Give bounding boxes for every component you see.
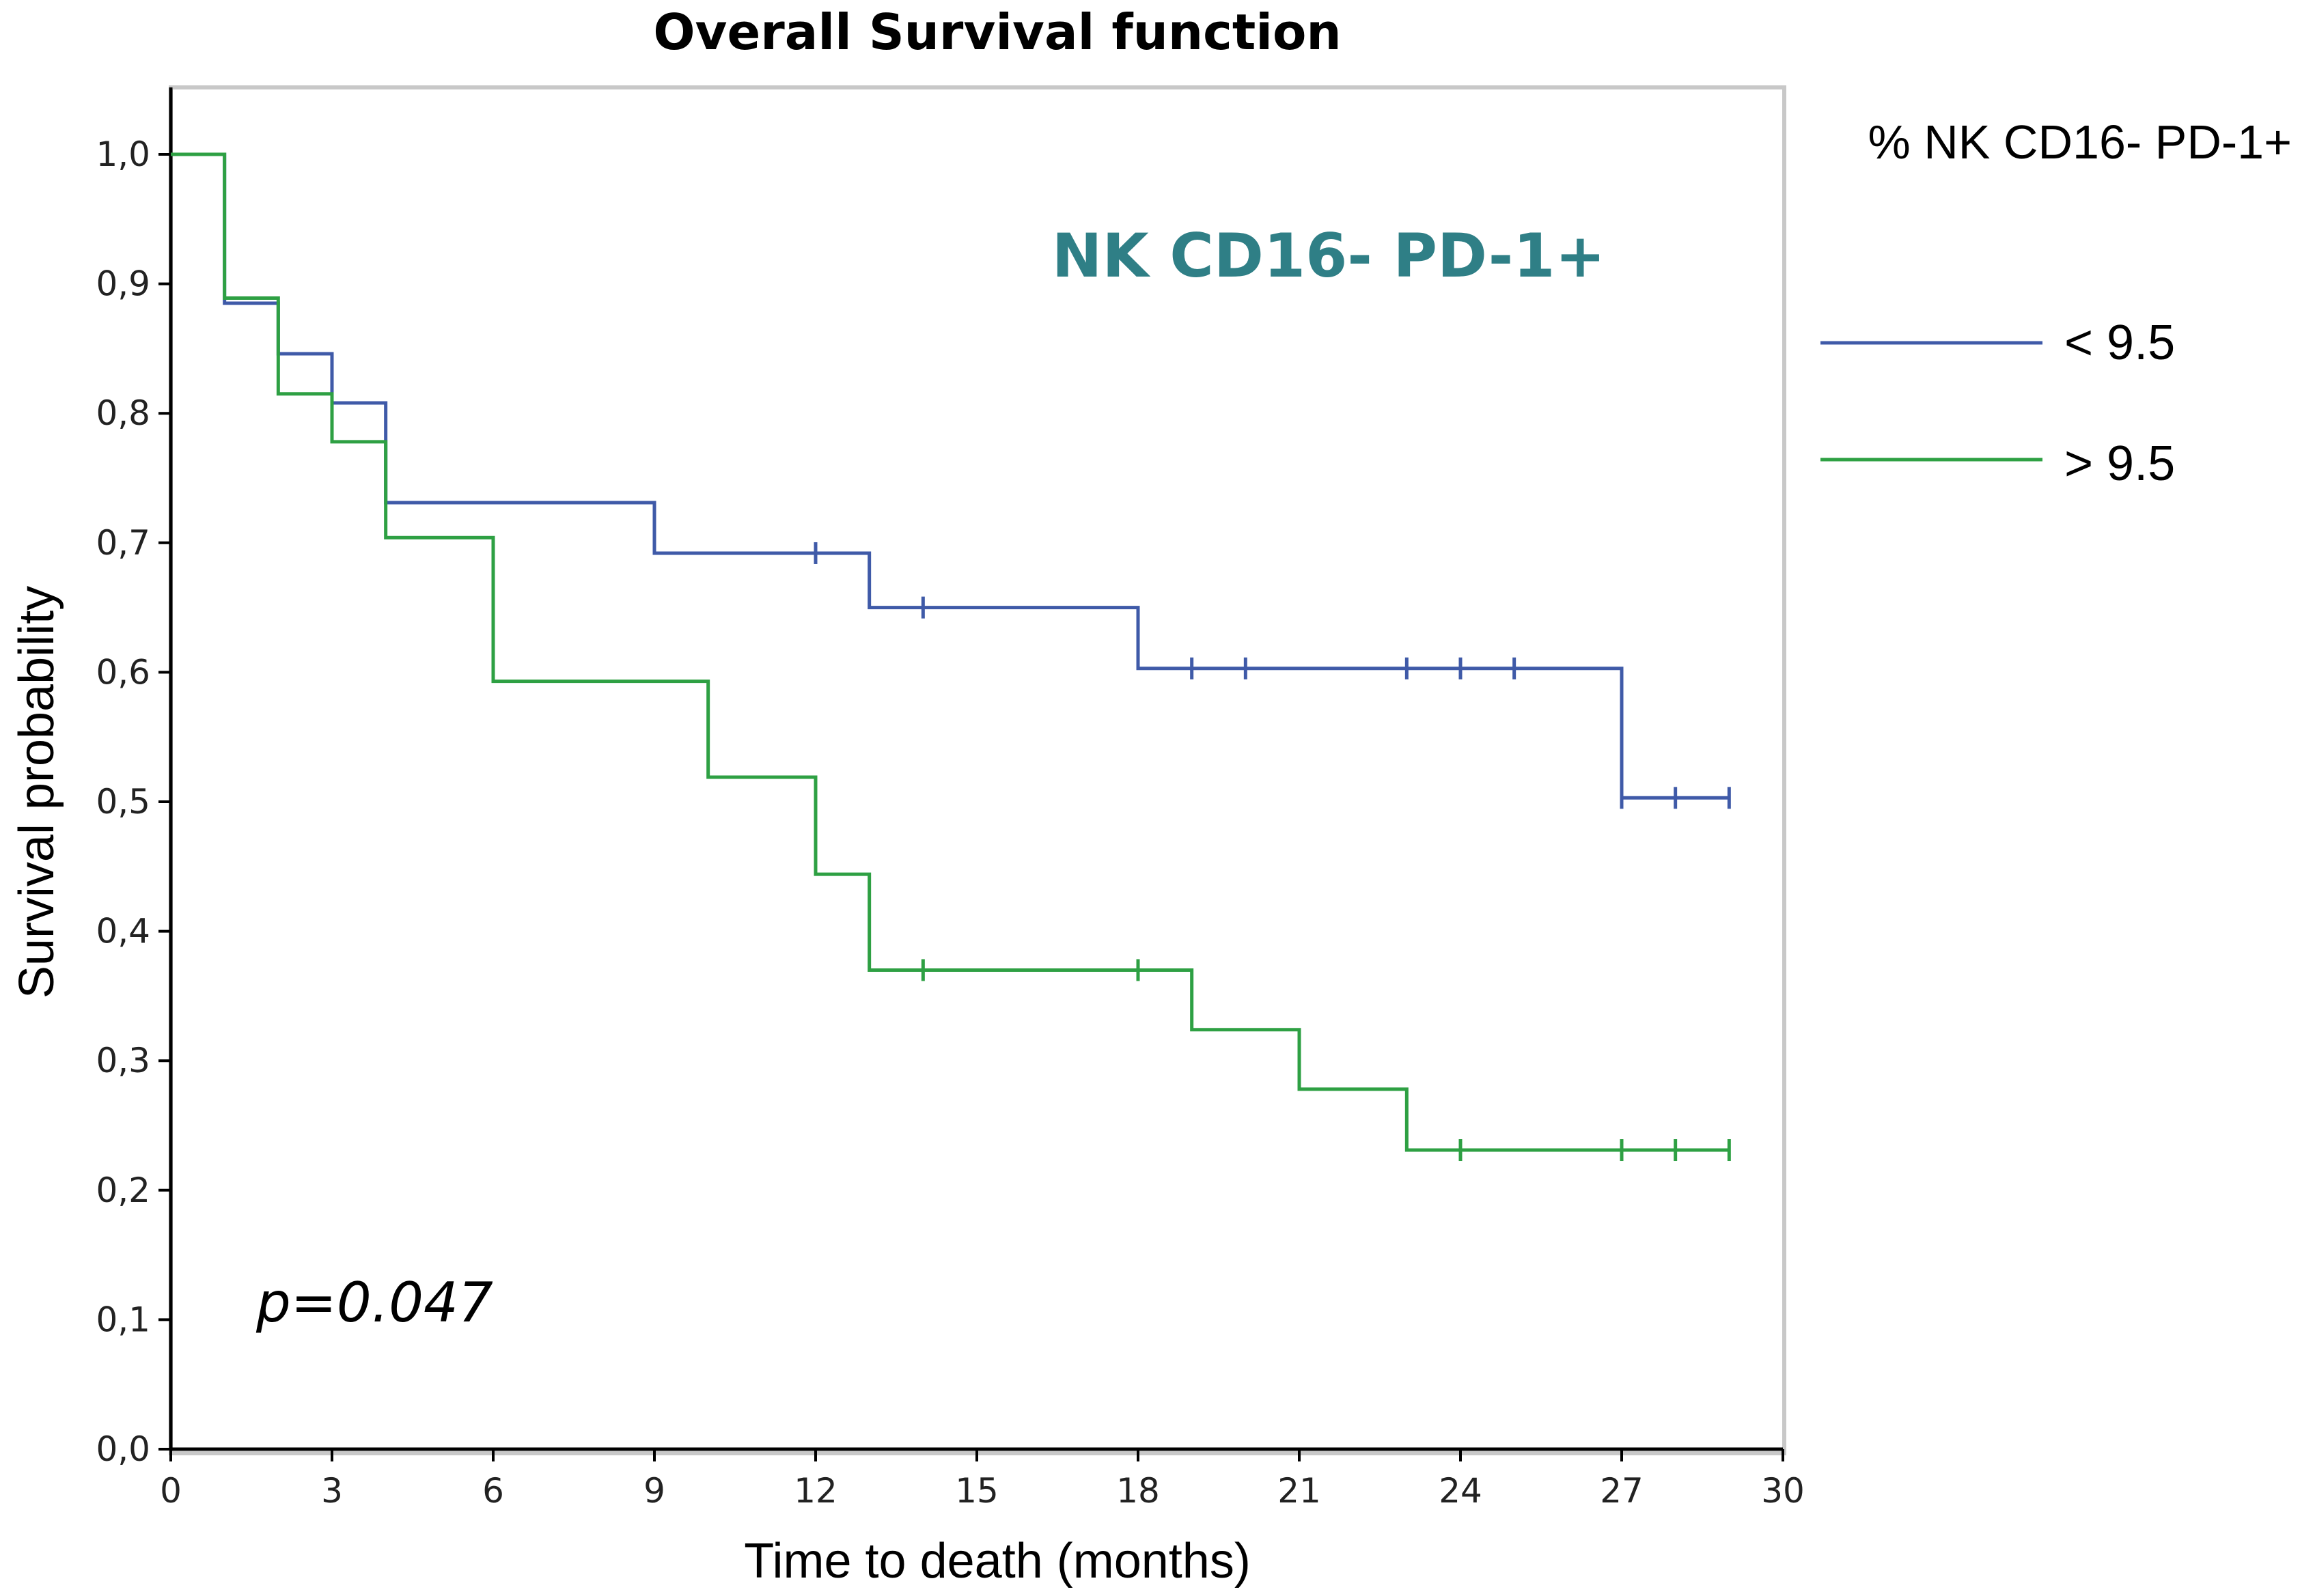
y-tick-label: 0,5 [96, 782, 150, 822]
plot-frame [169, 85, 1786, 1455]
y-tick-label: 0,6 [96, 652, 150, 692]
y-tick-label: 0,8 [96, 393, 150, 433]
x-tick-label: 6 [482, 1471, 504, 1511]
x-tick-label: 3 [321, 1471, 343, 1511]
x-tick-label: 21 [1277, 1471, 1321, 1511]
x-tick-label: 27 [1600, 1471, 1644, 1511]
y-tick-label: 0,9 [96, 264, 150, 304]
x-tick-label: 9 [643, 1471, 665, 1511]
series-gt-9-5 [171, 152, 1731, 1162]
y-tick-label: 0,2 [96, 1171, 150, 1210]
y-tick-label: 0,3 [96, 1041, 150, 1080]
x-axis-ticks: 0 3 6 9 12 15 18 21 24 27 30 [160, 1449, 1805, 1511]
x-tick-label: 15 [955, 1471, 999, 1511]
p-value-label: p=0.047 [255, 1271, 493, 1334]
series-layer [171, 152, 1731, 1162]
legend-title: % NK CD16- PD-1+ [1868, 115, 2292, 169]
x-tick-label: 24 [1439, 1471, 1482, 1511]
legend-label-gt-9-5: > 9.5 [2064, 436, 2175, 491]
x-tick-label: 0 [160, 1471, 182, 1511]
x-tick-label: 30 [1761, 1471, 1805, 1511]
y-tick-label: 0,4 [96, 912, 150, 951]
marker-annotation: NK CD16- PD-1+ [1052, 221, 1605, 291]
y-tick-label: 1,0 [96, 135, 150, 174]
survival-curve [171, 152, 1730, 1152]
chart-title: Overall Survival function [653, 3, 1341, 61]
legend: % NK CD16- PD-1+ < 9.5 > 9.5 [1820, 115, 2292, 491]
x-tick-label: 12 [794, 1471, 837, 1511]
x-tick-label: 18 [1116, 1471, 1160, 1511]
x-axis-label: Time to death (months) [744, 1534, 1251, 1588]
legend-label-lt-9-5: < 9.5 [2064, 316, 2175, 370]
y-tick-label: 0,1 [96, 1300, 150, 1339]
y-tick-label: 0,7 [96, 523, 150, 563]
survival-curve [171, 152, 1730, 800]
y-tick-label: 0,0 [96, 1429, 150, 1469]
series-lt-9-5 [171, 152, 1731, 809]
y-axis-label: Survival probability [10, 586, 64, 998]
y-axis-ticks: 0,0 0,1 0,2 0,3 0,4 0,5 0,6 0,7 0,8 0,9 1,0 [96, 135, 171, 1469]
